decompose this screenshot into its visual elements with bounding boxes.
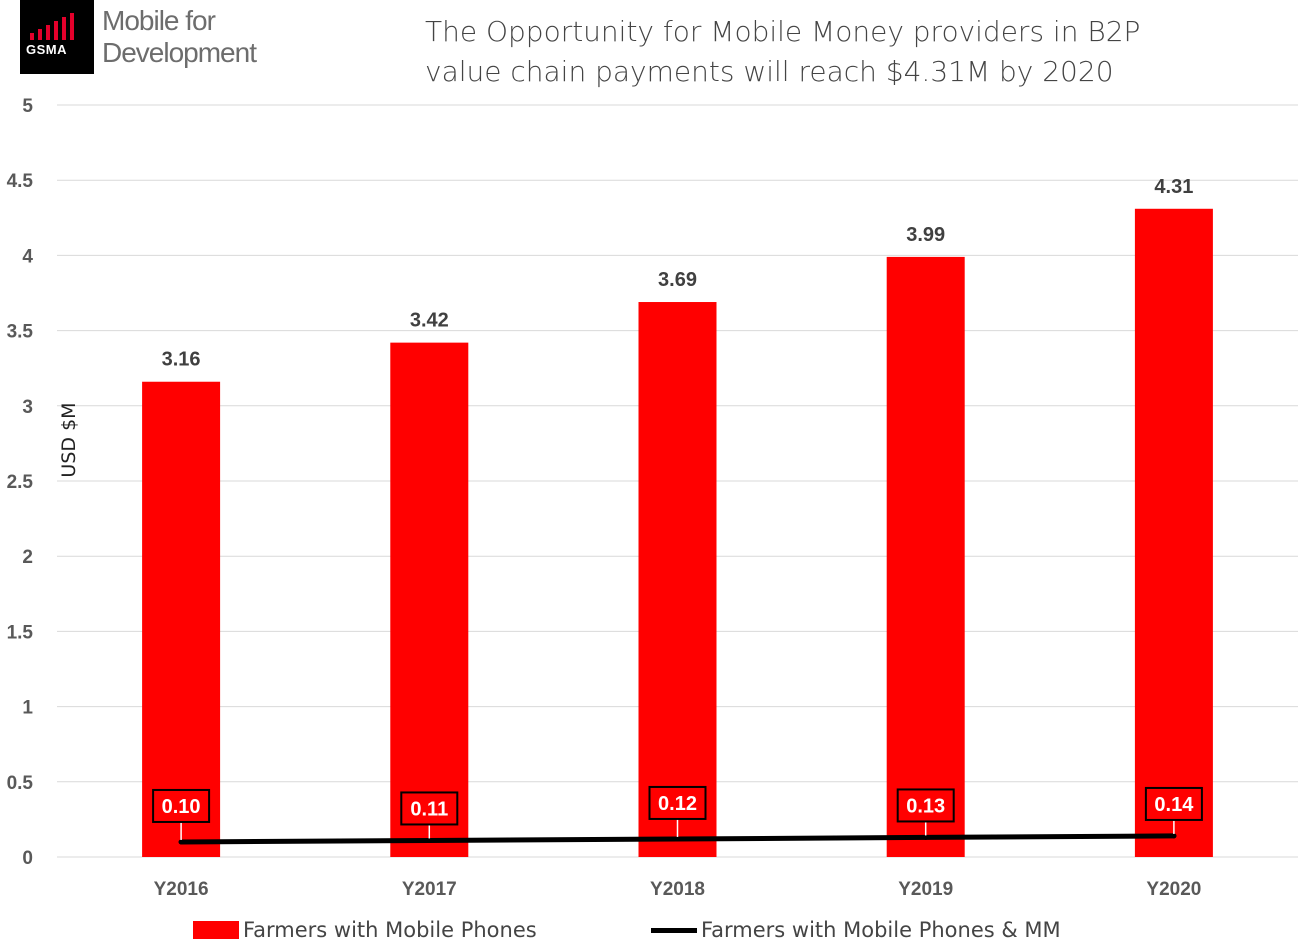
y-tick-label: 2 <box>22 547 33 568</box>
y-tick-label: 3.5 <box>7 322 34 343</box>
legend-item-bar: Farmers with Mobile Phones <box>193 918 537 942</box>
x-tick-label: Y2020 <box>1146 879 1201 900</box>
bar-data-label: 4.31 <box>1154 176 1193 198</box>
line-point <box>923 834 929 840</box>
chart-title-line-2: value chain payments will reach $4.31M b… <box>425 55 1114 88</box>
line-data-label: 0.13 <box>906 795 945 817</box>
line-point <box>675 836 680 842</box>
legend-label-line: Farmers with Mobile Phones & MM <box>701 918 1061 942</box>
x-tick-label: Y2016 <box>154 879 209 900</box>
legend: Farmers with Mobile Phones Farmers with … <box>193 918 1193 948</box>
bar-data-label: 3.99 <box>906 224 945 246</box>
y-tick-label: 0.5 <box>7 773 34 794</box>
x-tick-label: Y2019 <box>898 879 953 900</box>
y-tick-label: 1 <box>22 698 33 719</box>
line-point <box>178 839 184 845</box>
y-tick-label: 4.5 <box>7 171 34 192</box>
bar <box>886 256 965 857</box>
line-point <box>1171 833 1177 839</box>
y-tick-label: 4 <box>22 246 33 267</box>
bar <box>638 302 717 857</box>
line-label-box <box>896 788 955 823</box>
x-tick-label: Y2017 <box>402 879 457 900</box>
legend-swatch-bar <box>193 921 239 939</box>
gsma-logo-mark: GSMA <box>20 0 94 74</box>
line-data-label: 0.14 <box>1154 794 1194 816</box>
logo-line-1: Mobile for <box>102 5 216 36</box>
line-label-box <box>152 788 211 823</box>
bar <box>1134 208 1213 857</box>
bar-data-label: 3.69 <box>658 269 697 291</box>
line-label-box <box>400 791 459 826</box>
line-data-label: 0.11 <box>410 798 448 820</box>
gsma-logo: GSMA Mobile for Development <box>20 0 258 74</box>
legend-label-bar: Farmers with Mobile Phones <box>243 918 537 942</box>
gsma-wordmark: GSMA <box>26 42 67 57</box>
y-tick-label: 3 <box>22 397 33 418</box>
y-tick-label: 1.5 <box>7 622 34 643</box>
bar-data-label: 3.42 <box>410 310 449 332</box>
y-tick-label: 5 <box>22 96 33 117</box>
legend-swatch-line <box>651 927 697 933</box>
chart-title: The Opportunity for Mobile Money provide… <box>425 12 1285 92</box>
logo-line-2: Development <box>102 37 257 68</box>
y-axis-label: USD $M <box>58 402 80 478</box>
bar <box>142 381 221 857</box>
y-tick-label: 2.5 <box>7 472 34 493</box>
y-tick-label: 0 <box>22 848 33 869</box>
x-tick-label: Y2018 <box>650 879 705 900</box>
bar <box>390 342 469 858</box>
chart-title-line-1: The Opportunity for Mobile Money provide… <box>425 15 1141 48</box>
line-data-label: 0.10 <box>162 796 201 818</box>
legend-item-line: Farmers with Mobile Phones & MM <box>651 918 1061 942</box>
bar-data-label: 3.16 <box>162 349 201 371</box>
line-point <box>426 837 432 843</box>
line-label-box <box>1144 786 1203 821</box>
line-label-box <box>648 785 707 820</box>
line-data-label: 0.12 <box>658 793 697 815</box>
